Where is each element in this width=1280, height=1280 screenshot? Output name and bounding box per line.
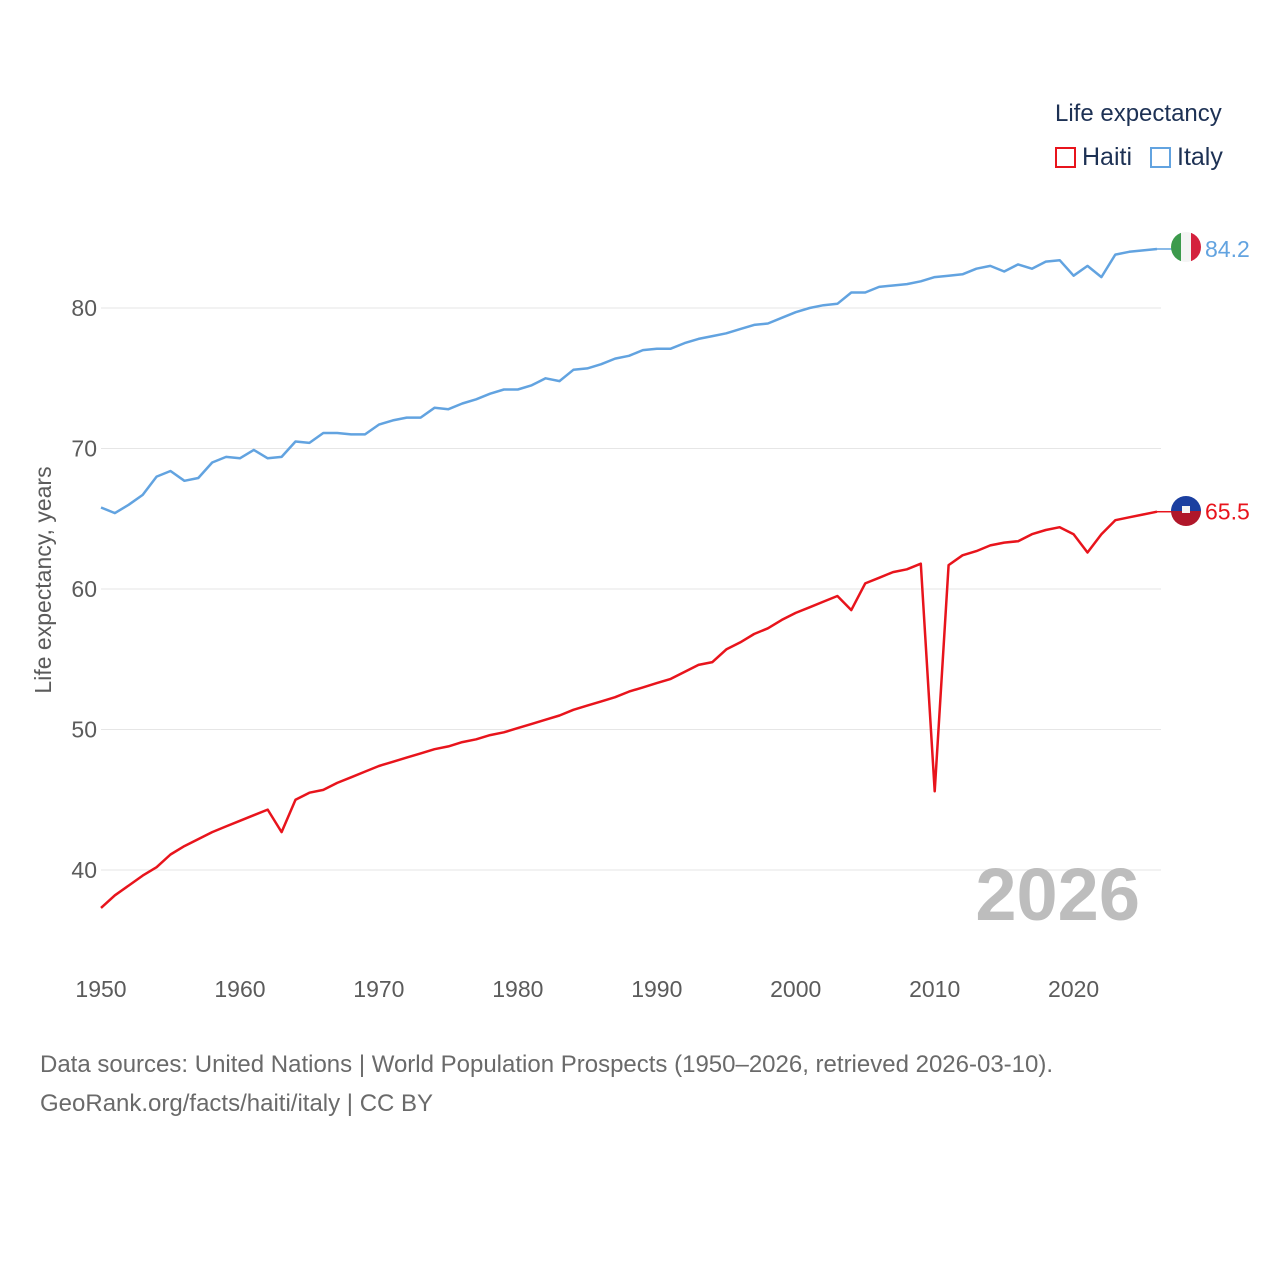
end-labels: 65.5 84.2 [1205,236,1250,525]
series-line-haiti [100,510,1158,909]
y-tick-label: 80 [71,295,97,321]
x-tick-label: 2010 [909,976,960,1002]
x-tick-label: 1990 [631,976,682,1002]
x-axis-ticks: 1950 1960 1970 1980 1990 2000 2010 2020 [75,976,1099,1002]
series-line-italy [100,247,1158,515]
legend-item-haiti[interactable]: Haiti [1055,143,1132,172]
y-axis-label: Life expectancy, years [30,466,56,693]
y-tick-label: 40 [71,857,97,883]
x-tick-label: 2000 [770,976,821,1002]
series-group [100,247,1172,909]
x-tick-label: 1980 [492,976,543,1002]
legend: Haiti Italy [1055,143,1223,172]
x-tick-label: 2020 [1048,976,1099,1002]
x-tick-label: 1960 [214,976,265,1002]
source-note: Data sources: United Nations | World Pop… [40,1045,1053,1123]
legend-item-italy[interactable]: Italy [1150,143,1223,172]
italy-flag-icon [1171,232,1201,262]
end-label-haiti: 65.5 [1205,499,1250,525]
legend-title: Life expectancy [1055,100,1222,127]
source-line-2[interactable]: GeoRank.org/facts/haiti/italy | CC BY [40,1090,434,1117]
haiti-flag-icon [1171,496,1201,526]
legend-swatch-italy [1150,147,1172,168]
legend-swatch-haiti [1055,147,1076,168]
flags-group [1171,232,1201,526]
y-tick-label: 50 [71,717,97,743]
x-tick-label: 1970 [353,976,404,1002]
legend-label-italy: Italy [1177,143,1223,171]
gridlines [101,307,1161,871]
source-line-1: Data sources: United Nations | World Pop… [40,1051,1054,1078]
end-label-italy: 84.2 [1205,236,1250,262]
x-tick-label: 1950 [75,976,126,1002]
y-tick-label: 70 [71,436,97,462]
year-watermark: 2026 [975,853,1140,936]
legend-label-haiti: Haiti [1082,143,1133,171]
y-axis-ticks: 40 50 60 70 80 [71,295,97,883]
y-tick-label: 60 [71,576,97,602]
